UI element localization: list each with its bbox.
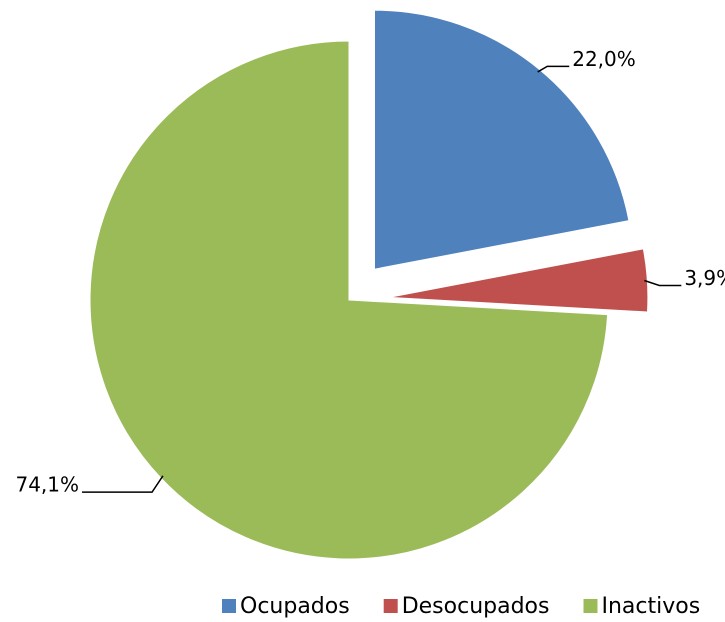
pie-slice (388, 248, 649, 313)
legend-label: Desocupados (402, 594, 550, 619)
pie-slice (373, 9, 630, 270)
legend-label: Ocupados (240, 594, 350, 619)
leader-line (537, 65, 570, 73)
data-label: 3,9% (684, 266, 725, 290)
data-label: 74,1% (15, 473, 79, 497)
legend: Ocupados Desocupados Inactivos (222, 594, 700, 619)
legend-swatch (222, 599, 236, 613)
legend-swatch (383, 599, 398, 613)
legend-swatch (583, 599, 598, 613)
leader-line (644, 279, 682, 287)
data-label: 22,0% (572, 47, 636, 71)
leader-line (82, 475, 164, 493)
legend-label: Inactivos (601, 594, 700, 619)
